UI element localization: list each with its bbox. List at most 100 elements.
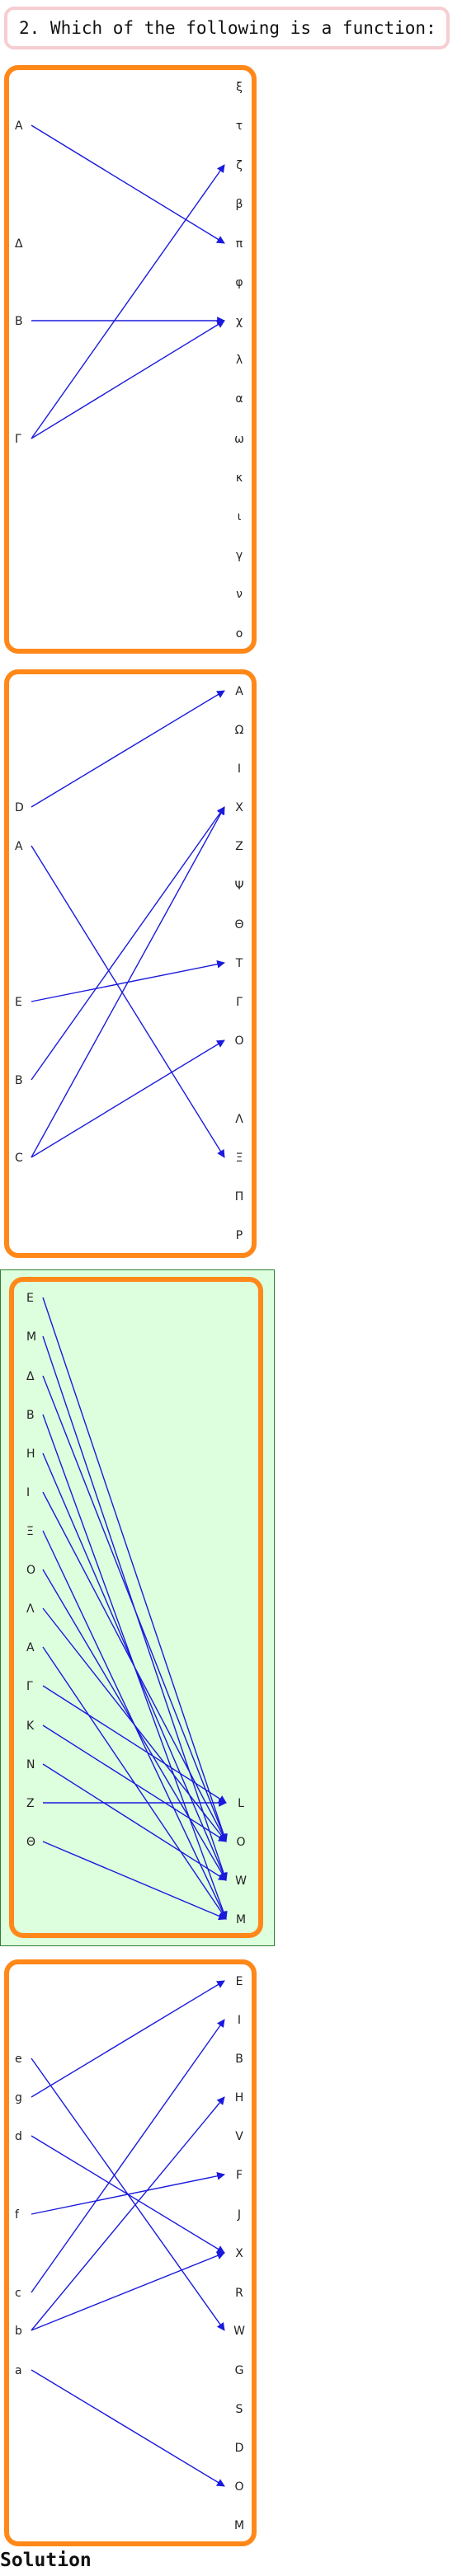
- codomain-label: χ: [236, 315, 243, 328]
- mapping-arrow: [42, 1841, 227, 1921]
- mapping-arrow: [31, 164, 225, 439]
- domain-label: Δ: [26, 1370, 35, 1383]
- diagram-frame[interactable]: [4, 65, 257, 654]
- codomain-label: O: [234, 1035, 243, 1048]
- codomain-label: F: [236, 2169, 243, 2182]
- codomain-label: γ: [236, 549, 243, 562]
- mapping-arrow: [42, 1685, 227, 1804]
- codomain-label: X: [235, 2247, 243, 2260]
- domain-label: Ξ: [26, 1525, 34, 1538]
- mapping-arrow: [31, 1980, 225, 2098]
- domain-label: Γ: [15, 433, 21, 446]
- diagram-4: e g d f c b a E I B H V F J X R W G S D O M: [4, 1959, 257, 2546]
- domain-label: B: [26, 1409, 35, 1422]
- codomain-label: I: [238, 2014, 241, 2027]
- domain-label: M: [26, 1330, 36, 1344]
- domain-label: N: [26, 1758, 35, 1771]
- diagram-1: A Δ B Γξ τ ζ β π φ χ λ α ω κ ι γ ν ο: [4, 65, 257, 654]
- codomain-label: M: [234, 2519, 244, 2532]
- mapping-arrow: [31, 2369, 225, 2487]
- solution-text: Solution: [0, 2550, 92, 2571]
- mapping-arrow: [31, 845, 225, 1158]
- codomain-label: W: [235, 1875, 247, 1888]
- codomain-label: R: [235, 2287, 243, 2300]
- domain-label: Θ: [26, 1836, 35, 1849]
- mapping-arrow: [42, 1375, 228, 1842]
- domain-label: H: [26, 1448, 35, 1461]
- codomain-label: ο: [236, 627, 243, 640]
- codomain-label: J: [237, 2208, 241, 2222]
- codomain-label: S: [236, 2403, 243, 2416]
- mapping-arrow: [42, 1763, 227, 1881]
- diagram-2: D A E B C A Ω I X Z Ψ Θ T Γ O Λ Ξ Π P: [4, 669, 257, 1258]
- codomain-label: π: [236, 237, 243, 251]
- diagram-frame[interactable]: [9, 1277, 263, 1938]
- codomain-label: λ: [236, 354, 243, 367]
- mapping-arrow: [31, 2019, 225, 2293]
- codomain-label: Ψ: [234, 880, 243, 893]
- question-text: 2. Which of the following is a function:: [19, 18, 436, 38]
- codomain-label: Z: [235, 840, 243, 853]
- codomain-label: ω: [234, 433, 244, 446]
- domain-label: c: [15, 2287, 21, 2300]
- mapping-arrow: [31, 2251, 225, 2331]
- codomain-label: V: [235, 2130, 243, 2143]
- mapping-arrow: [31, 2171, 225, 2215]
- codomain-label: φ: [235, 276, 243, 289]
- codomain-label: A: [235, 685, 243, 698]
- domain-label: D: [15, 801, 24, 814]
- solution-heading: Solution: [0, 2550, 92, 2571]
- domain-label: Λ: [26, 1602, 35, 1616]
- diagram-3: E M Δ B H I Ξ O Λ A Γ K N Z Θ L O W M: [0, 1269, 275, 1946]
- codomain-label: E: [236, 1975, 243, 1988]
- diagram-frame[interactable]: [4, 1959, 257, 2546]
- domain-label: f: [15, 2208, 20, 2222]
- codomain-label: D: [235, 2442, 244, 2455]
- codomain-label: I: [238, 762, 241, 776]
- codomain-label: τ: [236, 120, 243, 133]
- domain-label: a: [15, 2364, 22, 2377]
- domain-label: b: [15, 2325, 22, 2338]
- codomain-label: P: [236, 1229, 243, 1242]
- mapping-arrow: [31, 2096, 225, 2331]
- codomain-label: κ: [236, 472, 243, 485]
- mapping-arrow: [31, 1039, 225, 1158]
- domain-label: B: [15, 315, 23, 328]
- codomain-label: α: [235, 392, 243, 406]
- domain-label: C: [15, 1152, 23, 1165]
- domain-label: A: [15, 120, 23, 133]
- domain-label: g: [15, 2091, 22, 2104]
- domain-label: K: [26, 1720, 35, 1733]
- codomain-label: Π: [235, 1190, 244, 1204]
- mapping-arrow: [31, 320, 225, 439]
- codomain-label: O: [234, 2480, 243, 2494]
- domain-label: d: [15, 2130, 22, 2143]
- codomain-label: G: [235, 2364, 244, 2377]
- mapping-arrow: [31, 690, 225, 808]
- domain-label: A: [26, 1641, 35, 1654]
- codomain-label: Γ: [236, 996, 243, 1009]
- codomain-label: B: [235, 2053, 243, 2066]
- question-prompt: 2. Which of the following is a function:: [4, 7, 450, 49]
- domain-label: E: [15, 996, 22, 1009]
- domain-label: Δ: [15, 237, 23, 251]
- codomain-label: H: [235, 2091, 244, 2104]
- codomain-label: Λ: [235, 1113, 243, 1126]
- codomain-label: O: [236, 1836, 245, 1849]
- domain-label: e: [15, 2053, 22, 2066]
- diagram-frame[interactable]: [4, 669, 257, 1258]
- codomain-label: Ξ: [236, 1152, 243, 1165]
- codomain-label: ι: [238, 510, 242, 523]
- mapping-arrow: [42, 1724, 227, 1842]
- domain-label: Γ: [26, 1680, 33, 1693]
- codomain-label: L: [238, 1797, 244, 1810]
- mapping-arrow: [31, 806, 225, 1158]
- codomain-label: W: [233, 2325, 245, 2338]
- domain-label: Z: [26, 1797, 35, 1810]
- correct-answer-highlight: [0, 1269, 275, 1946]
- domain-label: E: [26, 1292, 34, 1305]
- codomain-label: ζ: [236, 159, 243, 172]
- codomain-label: M: [236, 1913, 246, 1926]
- codomain-label: Ω: [235, 724, 244, 737]
